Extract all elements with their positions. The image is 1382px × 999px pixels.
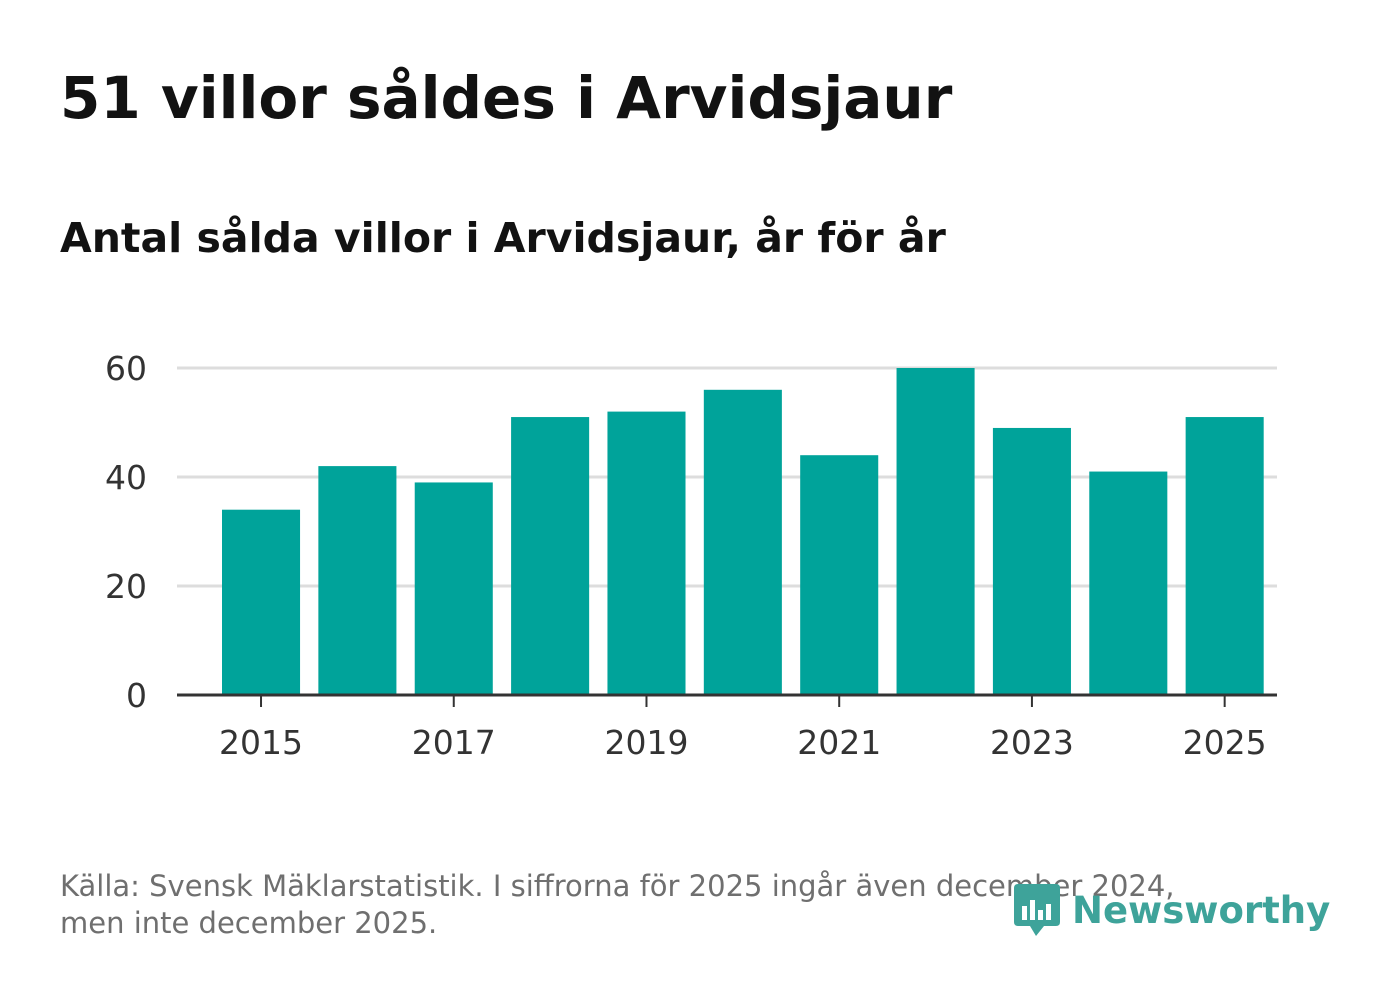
chart-title: 51 villor såldes i Arvidsjaur	[60, 64, 953, 132]
source-note: Källa: Svensk Mäklarstatistik. I siffror…	[60, 868, 1260, 942]
x-tick-label: 2025	[1183, 723, 1267, 762]
chart-subtitle: Antal sålda villor i Arvidsjaur, år för …	[60, 214, 946, 262]
chart-bubble-icon	[1014, 884, 1060, 936]
x-tick-label: 2019	[604, 723, 688, 762]
bar-2020	[703, 389, 782, 695]
bar-2024	[1089, 471, 1168, 695]
x-tick-label: 2017	[412, 723, 496, 762]
source-note-line-1: Källa: Svensk Mäklarstatistik. I siffror…	[60, 869, 1175, 903]
x-tick-label: 2021	[797, 723, 881, 762]
bar-2017	[414, 482, 493, 695]
axes: 0 20 40 60 2015 2017 2019 2021 2023 2025	[105, 349, 1277, 762]
bar-2021	[800, 455, 879, 695]
bar-2025	[1185, 417, 1264, 695]
brand-name: Newsworthy	[1072, 888, 1331, 932]
x-tick-label: 2023	[990, 723, 1074, 762]
bar-2019	[607, 411, 686, 695]
y-tick-label: 20	[105, 567, 147, 606]
source-note-line-2: men inte december 2025.	[60, 906, 438, 940]
bar-2016	[318, 466, 397, 695]
newsworthy-logo: Newsworthy	[1012, 880, 1330, 940]
y-tick-label: 40	[105, 458, 147, 497]
y-tick-label: 60	[105, 349, 147, 388]
bar-2018	[511, 417, 590, 695]
bar-2015	[222, 509, 301, 695]
bar-2023	[992, 427, 1071, 695]
bar-2022	[896, 368, 975, 695]
x-tick-label: 2015	[219, 723, 303, 762]
y-tick-label: 0	[126, 676, 147, 715]
bars	[222, 368, 1264, 695]
